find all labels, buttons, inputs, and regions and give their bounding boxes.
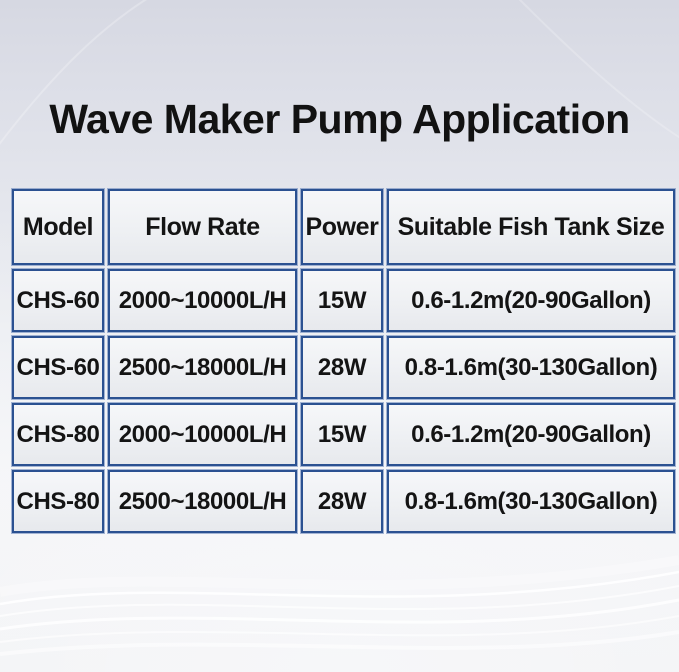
cell-flow-rate: 2500~18000L/H [108,470,297,533]
pump-application-table: Model Flow Rate Power Suitable Fish Tank… [8,185,679,537]
cell-model: CHS-60 [12,336,104,399]
column-header-power: Power [301,189,383,265]
cell-model: CHS-60 [12,269,104,332]
column-header-model: Model [12,189,104,265]
cell-flow-rate: 2500~18000L/H [108,336,297,399]
table-row: CHS-60 2500~18000L/H 28W 0.8-1.6m(30-130… [12,336,675,399]
cell-power: 15W [301,269,383,332]
column-header-flow-rate: Flow Rate [108,189,297,265]
cell-tank-size: 0.8-1.6m(30-130Gallon) [387,470,675,533]
page-title: Wave Maker Pump Application [49,96,630,142]
table-row: CHS-60 2000~10000L/H 15W 0.6-1.2m(20-90G… [12,269,675,332]
cell-model: CHS-80 [12,403,104,466]
cell-power: 15W [301,403,383,466]
column-header-tank-size: Suitable Fish Tank Size [387,189,675,265]
table-header-row: Model Flow Rate Power Suitable Fish Tank… [12,189,675,265]
cell-power: 28W [301,336,383,399]
cell-model: CHS-80 [12,470,104,533]
table-row: CHS-80 2000~10000L/H 15W 0.6-1.2m(20-90G… [12,403,675,466]
background-corner-curves-graphic [0,0,679,145]
cell-tank-size: 0.8-1.6m(30-130Gallon) [387,336,675,399]
background-waves-graphic [0,555,679,656]
cell-tank-size: 0.6-1.2m(20-90Gallon) [387,403,675,466]
cell-power: 28W [301,470,383,533]
cell-flow-rate: 2000~10000L/H [108,269,297,332]
table-row: CHS-80 2500~18000L/H 28W 0.8-1.6m(30-130… [12,470,675,533]
cell-tank-size: 0.6-1.2m(20-90Gallon) [387,269,675,332]
cell-flow-rate: 2000~10000L/H [108,403,297,466]
